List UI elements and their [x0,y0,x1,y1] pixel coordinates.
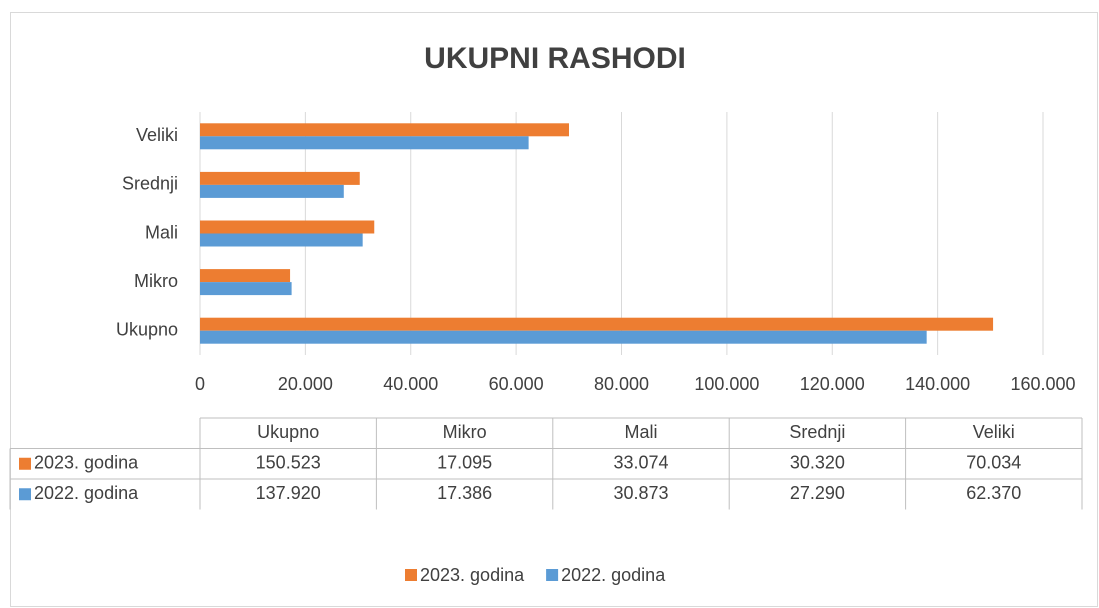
x-tick-label: 80.000 [594,374,649,394]
x-tick-label: 40.000 [383,374,438,394]
x-tick-label: 60.000 [489,374,544,394]
table-cell: 30.320 [790,453,845,473]
table-header: Mali [624,422,657,442]
table-header: Mikro [443,422,487,442]
table-header: Ukupno [257,422,319,442]
x-tick-label: 20.000 [278,374,333,394]
y-tick-label: Veliki [136,125,178,145]
chart-frame [10,12,1098,607]
legend-label: 2022. godina [561,565,666,585]
y-tick-label: Mikro [134,271,178,291]
table-header: Veliki [973,422,1015,442]
legend-key [405,569,417,581]
bar [200,136,529,150]
x-tick-label: 160.000 [1010,374,1075,394]
bar [200,233,363,247]
y-tick-label: Mali [145,222,178,242]
table-legend-key [19,457,31,470]
table-legend-key [19,488,31,501]
legend-key [546,569,559,581]
bar [200,184,344,198]
x-tick-label: 100.000 [694,374,759,394]
table-cell: 62.370 [966,483,1021,503]
table-row-label: 2022. godina [34,483,139,503]
bar [200,330,927,344]
bar [200,123,569,137]
y-tick-label: Ukupno [116,319,178,339]
table-cell: 27.290 [790,483,845,503]
bar [200,317,994,331]
x-tick-label: 140.000 [905,374,970,394]
table-cell: 17.095 [437,453,492,473]
x-tick-label: 0 [195,374,205,394]
chart-title: UKUPNI RASHODI [424,42,686,75]
bar [200,282,292,296]
bar [200,269,291,283]
table-cell: 17.386 [437,483,492,503]
table-cell: 30.873 [613,483,668,503]
table-cell: 150.523 [256,453,321,473]
table-header: Srednji [789,422,845,442]
table-cell: 137.920 [256,483,321,503]
y-tick-label: Srednji [122,174,178,194]
legend-label: 2023. godina [420,565,525,585]
bar [200,171,360,185]
bar [200,220,375,234]
table-cell: 33.074 [613,453,668,473]
table-cell: 70.034 [966,453,1021,473]
x-tick-label: 120.000 [800,374,865,394]
table-row-label: 2023. godina [34,453,139,473]
